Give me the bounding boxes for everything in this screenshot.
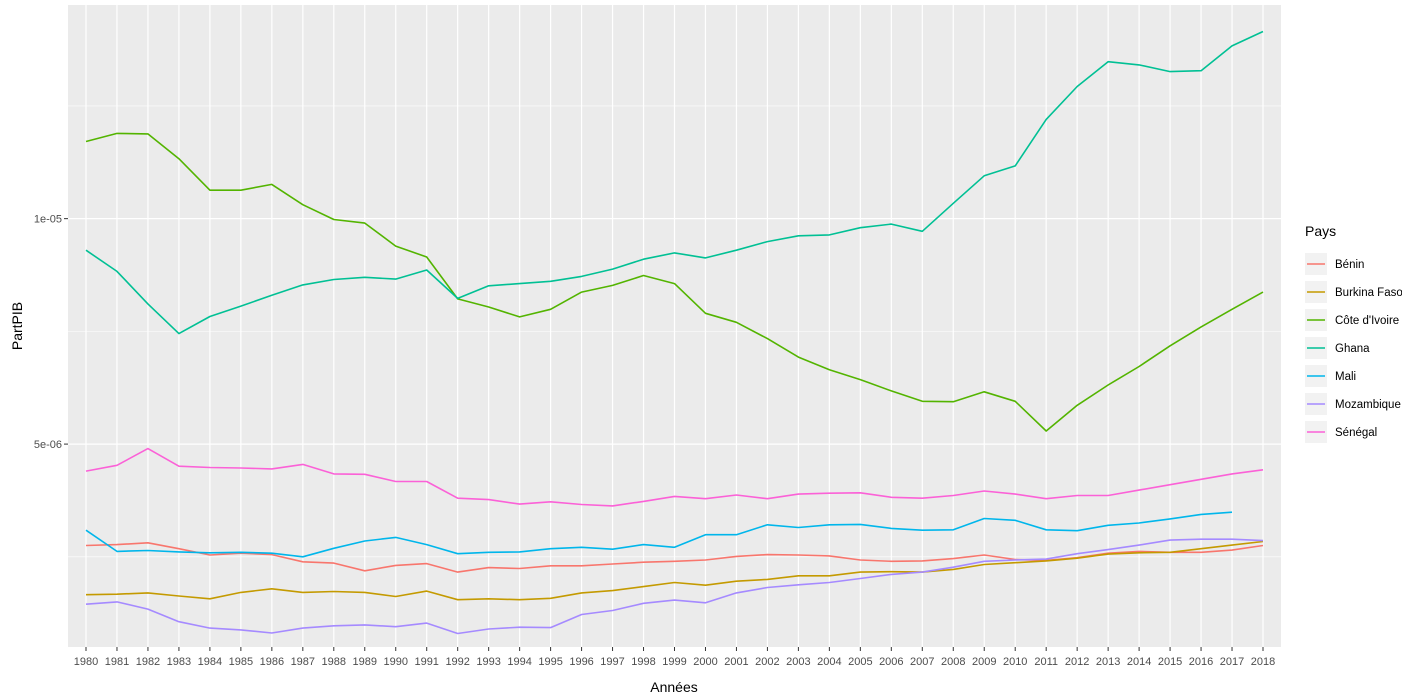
x-tick-label: 1994: [507, 656, 531, 668]
x-tick-label: 2011: [1034, 656, 1058, 668]
legend: Pays Bénin Burkina Faso Côte d'Ivoire Ghana…: [1305, 223, 1402, 443]
legend-title: Pays: [1305, 223, 1336, 239]
x-tick-label: 2013: [1096, 656, 1120, 668]
x-tick-label: 1989: [353, 656, 377, 668]
x-tick-label: 2015: [1158, 656, 1182, 668]
legend-label: Mozambique: [1335, 399, 1401, 411]
legend-label: Côte d'Ivoire: [1335, 315, 1399, 327]
series-line-mozambique: [85, 538, 1264, 635]
series-line-c-te-d-ivoire: [85, 132, 1264, 432]
series-line-ghana: [85, 30, 1264, 335]
series-line-s-n-gal: [85, 447, 1264, 507]
y-axis-title: PartPIB: [9, 302, 25, 350]
y-axis: 5e-06 1e-05: [34, 214, 68, 451]
x-tick-label: 2002: [755, 656, 779, 668]
x-tick-label: 1997: [600, 656, 624, 668]
x-tick-label: 2004: [817, 656, 841, 668]
x-tick-label: 1991: [414, 656, 438, 668]
x-axis: 1980 1981 1982 1983 1984 1985 1986 1987 1988 1989…: [74, 647, 1275, 668]
legend-label: Ghana: [1335, 343, 1370, 355]
x-tick-label: 2016: [1189, 656, 1213, 668]
x-tick-label: 1995: [538, 656, 562, 668]
y-tick-label: 5e-06: [34, 439, 62, 451]
series-lines: [85, 30, 1264, 635]
x-tick-label: 2018: [1251, 656, 1275, 668]
x-tick-label: 1980: [74, 656, 98, 668]
legend-items: Bénin Burkina Faso Côte d'Ivoire Ghana Mali M…: [1305, 253, 1402, 443]
x-tick-label: 2010: [1003, 656, 1027, 668]
x-tick-label: 2017: [1220, 656, 1244, 668]
x-tick-label: 2008: [941, 656, 965, 668]
x-tick-label: 1992: [445, 656, 469, 668]
x-tick-label: 2009: [972, 656, 996, 668]
x-tick-label: 1988: [322, 656, 346, 668]
y-tick-label: 1e-05: [34, 214, 62, 226]
x-tick-label: 1993: [476, 656, 500, 668]
x-tick-label: 1981: [105, 656, 129, 668]
legend-label: Sénégal: [1335, 427, 1377, 439]
x-tick-label: 1982: [136, 656, 160, 668]
x-tick-label: 1999: [662, 656, 686, 668]
x-tick-label: 2014: [1127, 656, 1151, 668]
x-tick-label: 2000: [693, 656, 717, 668]
legend-label: Burkina Faso: [1335, 287, 1402, 299]
series-line-mali: [85, 511, 1233, 558]
x-tick-label: 1985: [229, 656, 253, 668]
legend-label: Mali: [1335, 371, 1356, 383]
x-tick-label: 2001: [724, 656, 748, 668]
x-tick-label: 1998: [631, 656, 655, 668]
legend-label: Bénin: [1335, 259, 1364, 271]
x-tick-label: 1986: [260, 656, 284, 668]
x-tick-label: 2003: [786, 656, 810, 668]
x-tick-label: 1983: [167, 656, 191, 668]
x-tick-label: 2012: [1065, 656, 1089, 668]
x-tick-label: 1996: [569, 656, 593, 668]
x-tick-label: 2006: [879, 656, 903, 668]
x-tick-label: 2007: [910, 656, 934, 668]
x-axis-title: Années: [650, 679, 697, 695]
x-tick-label: 2005: [848, 656, 872, 668]
x-tick-label: 1984: [198, 656, 222, 668]
x-tick-label: 1990: [383, 656, 407, 668]
x-tick-label: 1987: [291, 656, 315, 668]
series-line-burkina-faso: [85, 540, 1264, 601]
